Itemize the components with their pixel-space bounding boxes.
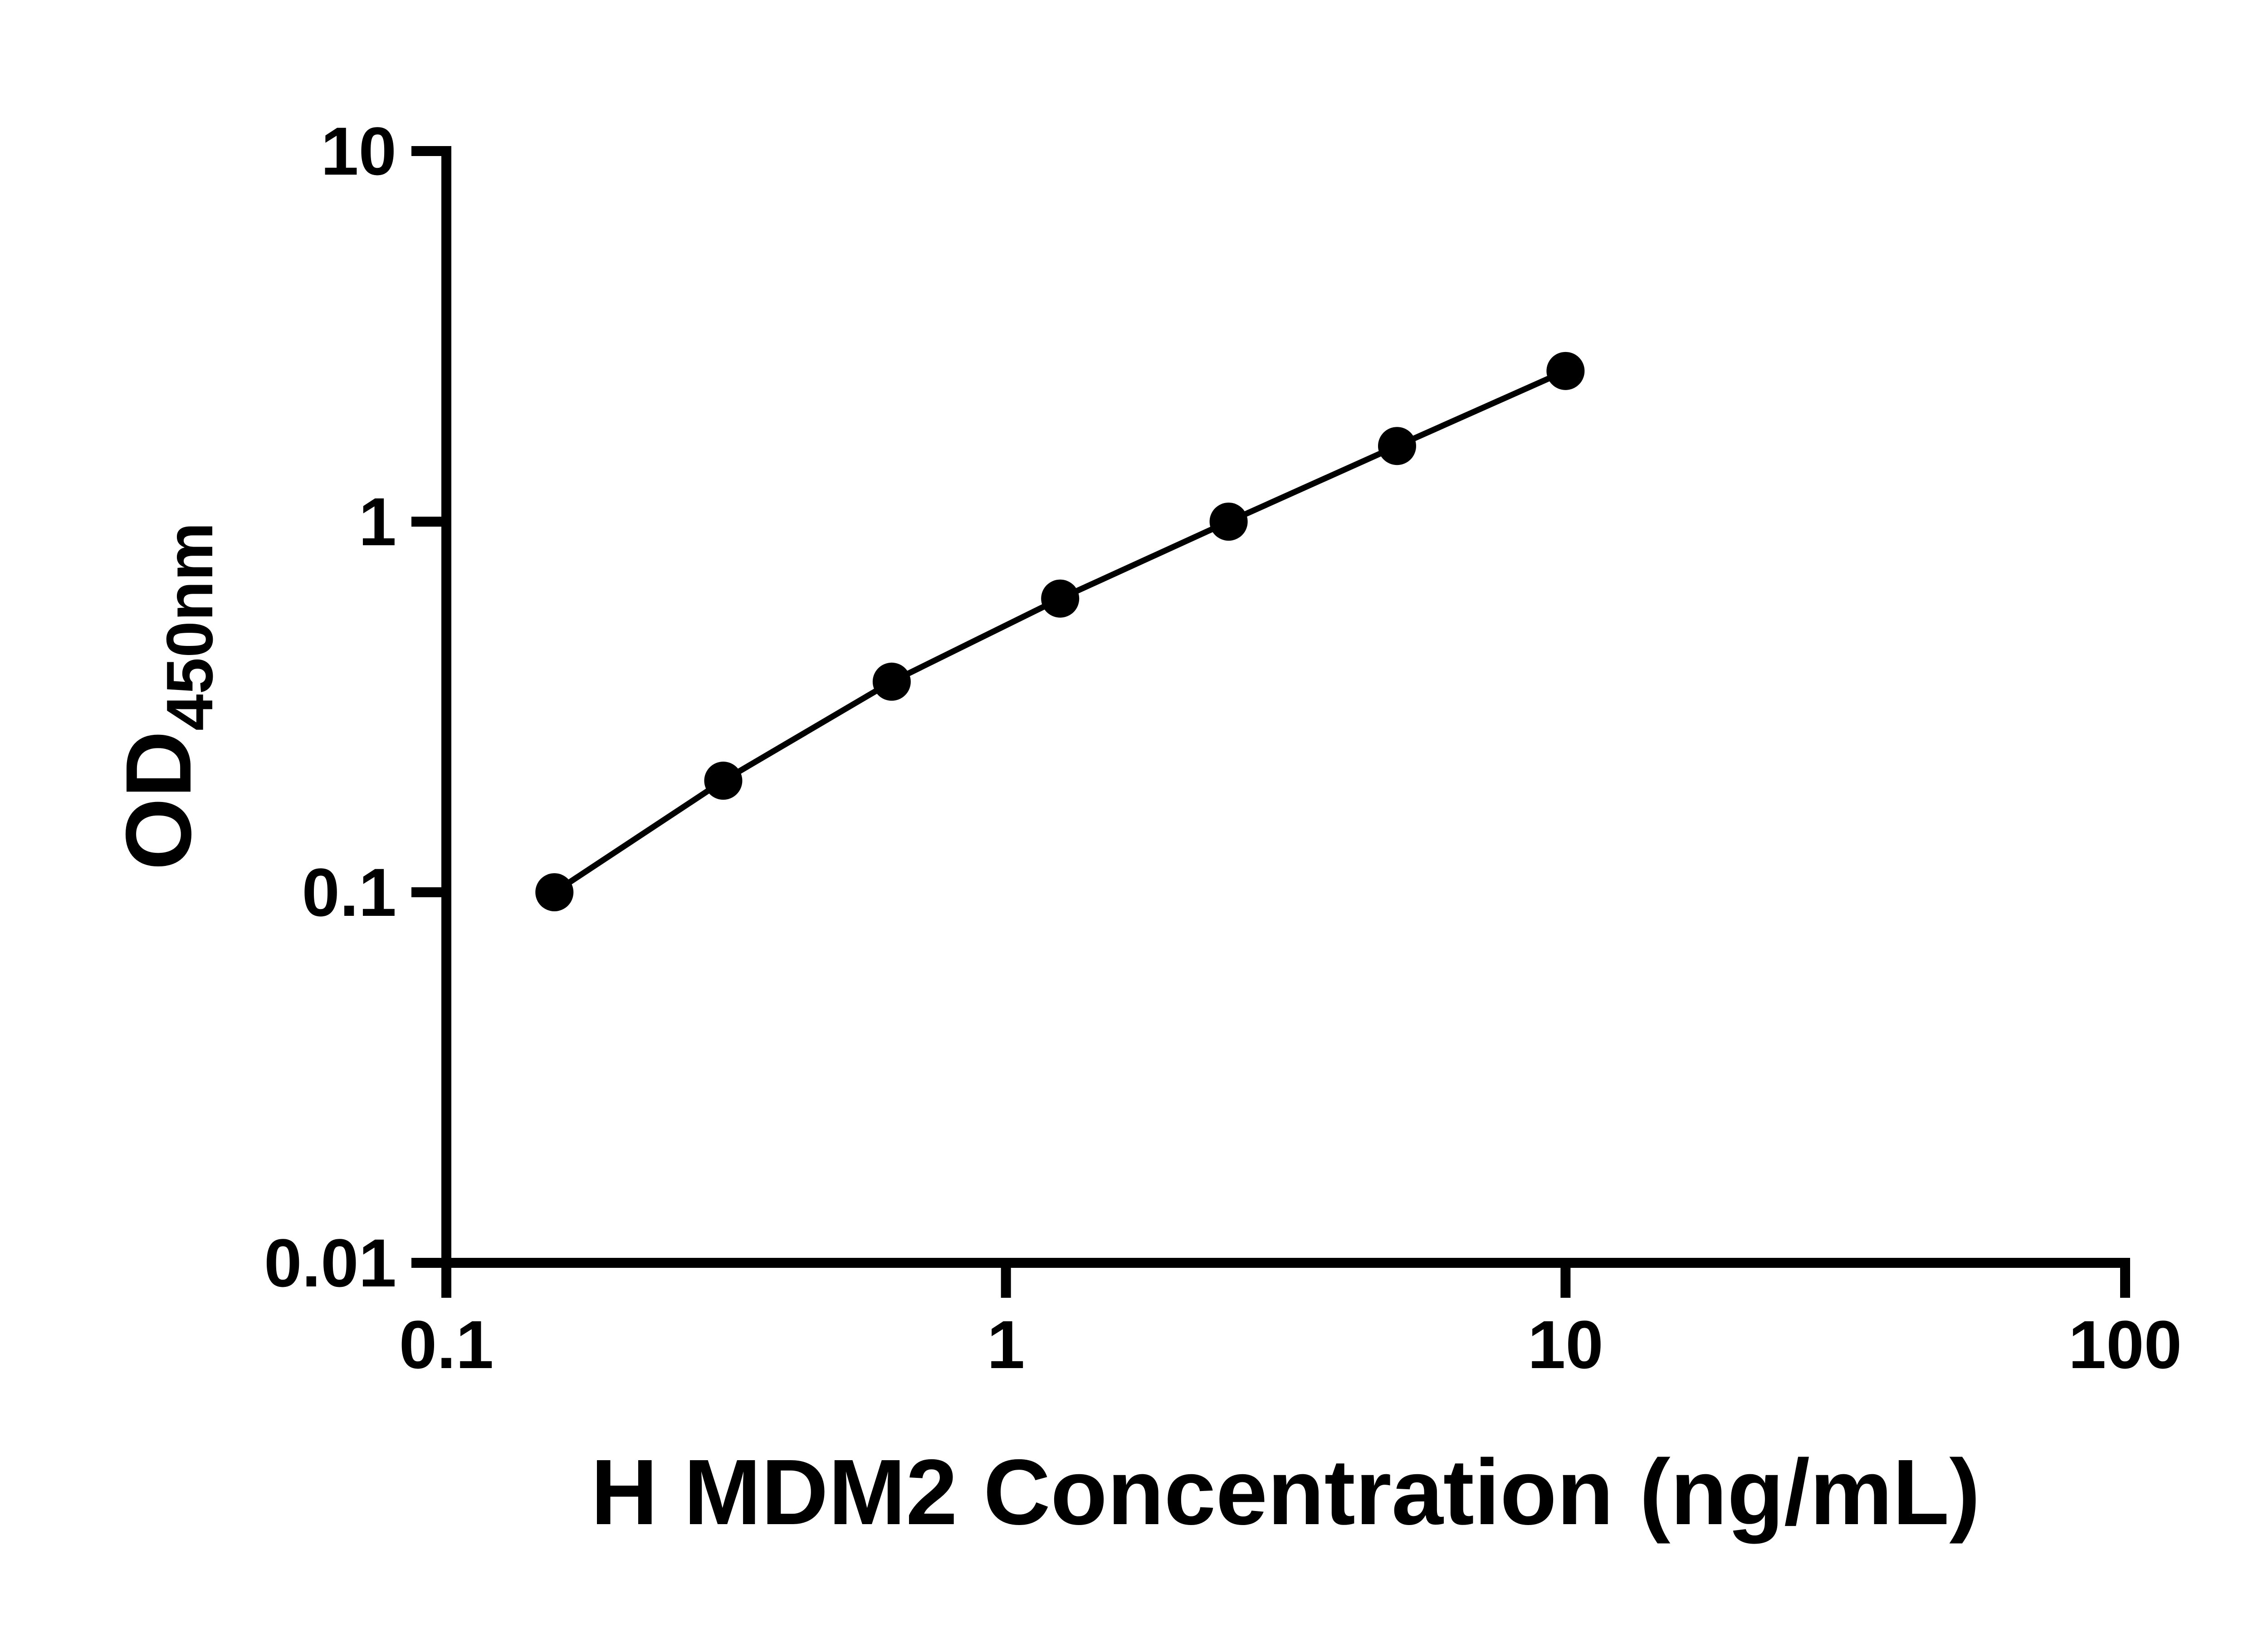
y-axis-title: OD450nm — [107, 523, 226, 870]
y-tick-label: 0.01 — [264, 1225, 396, 1301]
data-point — [1546, 352, 1585, 390]
x-tick-label: 100 — [2068, 1306, 2182, 1383]
x-tick-label: 0.1 — [399, 1306, 494, 1383]
data-point — [1378, 427, 1416, 465]
data-point — [872, 662, 911, 701]
y-tick-label: 1 — [359, 484, 396, 560]
y-tick-label: 0.1 — [302, 854, 396, 930]
data-point — [535, 873, 574, 911]
data-point — [704, 762, 743, 800]
y-axis-title-sub: 450nm — [153, 523, 226, 731]
y-tick-label: 10 — [321, 113, 396, 189]
y-axis-title-main: OD — [107, 731, 210, 870]
x-tick-label: 1 — [987, 1306, 1025, 1383]
x-tick-label: 10 — [1528, 1306, 1603, 1383]
data-point — [1041, 579, 1080, 618]
x-axis-title: H MDM2 Concentration (ng/mL) — [591, 1440, 1980, 1544]
data-point — [1209, 503, 1248, 541]
